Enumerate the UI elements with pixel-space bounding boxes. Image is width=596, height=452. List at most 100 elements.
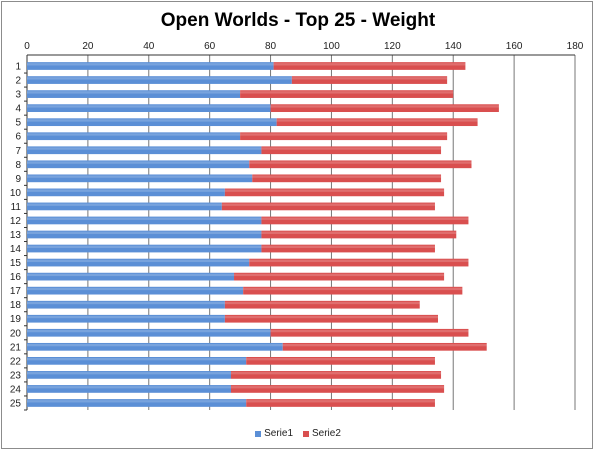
y-tick-label-12: 12: [10, 216, 22, 227]
bar-serie2-6: [240, 132, 448, 141]
bar-sheen-serie1-4: [27, 105, 271, 108]
bar-sheen-serie1-2: [27, 77, 292, 80]
bar-sheen-serie1-11: [27, 203, 222, 206]
y-tick-label-25: 25: [10, 398, 22, 409]
bar-sheen-serie2-15: [249, 259, 469, 263]
bar-serie1-5: [27, 118, 277, 127]
y-tick-label-6: 6: [15, 132, 21, 143]
bar-serie1-18: [27, 300, 225, 309]
bar-serie2-19: [224, 314, 438, 323]
bar-serie2-14: [261, 244, 435, 253]
y-tick-label-20: 20: [10, 328, 22, 339]
bar-serie1-6: [27, 132, 241, 141]
bar-sheen-serie2-18: [224, 301, 420, 305]
bar-serie2-20: [270, 328, 469, 337]
bar-sheen-serie1-9: [27, 175, 253, 178]
bar-serie2-7: [261, 146, 442, 155]
bar-sheen-serie2-4: [270, 105, 499, 108]
bar-serie2-17: [243, 286, 463, 295]
legend-label-serie2: Serie2: [312, 428, 341, 439]
bar-serie1-17: [27, 286, 244, 295]
x-tick-label-0: 0: [24, 41, 30, 52]
chart-legend: Serie1 Serie2: [0, 428, 596, 439]
bar-serie1-16: [27, 272, 235, 281]
bar-sheen-serie2-25: [246, 400, 435, 403]
bar-sheen-serie2-13: [261, 231, 457, 234]
y-tick-label-19: 19: [10, 314, 22, 325]
bar-serie2-12: [261, 216, 469, 225]
x-tick-label-40: 40: [143, 41, 155, 52]
bar-sheen-serie1-15: [27, 259, 250, 263]
bar-serie2-22: [246, 356, 435, 365]
bar-serie1-2: [27, 76, 292, 84]
x-tick-label-120: 120: [384, 41, 401, 52]
bar-sheen-serie1-5: [27, 119, 277, 122]
bar-sheen-serie2-7: [261, 147, 442, 150]
y-tick-label-2: 2: [15, 76, 21, 87]
x-tick-label-20: 20: [82, 41, 94, 52]
bar-sheen-serie1-12: [27, 217, 262, 220]
bar-sheen-serie1-8: [27, 161, 250, 164]
bar-sheen-serie2-1: [273, 63, 466, 66]
bar-sheen-serie1-20: [27, 329, 271, 333]
bar-sheen-serie2-19: [224, 315, 438, 319]
y-tick-label-9: 9: [15, 174, 21, 185]
bar-sheen-serie1-24: [27, 386, 231, 389]
bar-serie2-24: [230, 385, 445, 393]
bar-serie1-12: [27, 216, 262, 225]
bar-sheen-serie1-22: [27, 357, 247, 361]
bar-serie1-19: [27, 314, 225, 323]
bar-sheen-serie2-14: [261, 245, 435, 248]
bar-serie2-8: [249, 160, 472, 169]
bar-sheen-serie2-22: [246, 357, 435, 361]
bar-serie1-10: [27, 188, 225, 197]
x-tick-label-160: 160: [506, 41, 523, 52]
bar-sheen-serie1-7: [27, 147, 262, 150]
legend-label-serie1: Serie1: [264, 428, 293, 439]
bar-sheen-serie2-21: [282, 343, 487, 347]
bar-sheen-serie2-12: [261, 217, 469, 220]
bar-serie2-23: [230, 371, 442, 379]
bar-serie1-20: [27, 328, 271, 337]
bar-sheen-serie1-25: [27, 400, 247, 403]
y-tick-label-15: 15: [10, 258, 22, 269]
bar-sheen-serie1-18: [27, 301, 225, 305]
x-tick-label-60: 60: [204, 41, 216, 52]
bar-sheen-serie2-9: [252, 175, 442, 178]
y-tick-label-3: 3: [15, 90, 21, 101]
bar-serie2-4: [270, 104, 499, 113]
bar-serie2-2: [291, 76, 448, 84]
y-tick-label-23: 23: [10, 370, 22, 381]
bar-serie1-22: [27, 356, 247, 365]
y-tick-label-24: 24: [10, 384, 22, 395]
bar-sheen-serie2-17: [243, 287, 463, 291]
bar-serie1-4: [27, 104, 271, 113]
bar-sheen-serie2-8: [249, 161, 472, 164]
legend-swatch-serie1: [255, 430, 262, 437]
legend-item-serie2: Serie2: [303, 428, 341, 439]
bar-serie1-14: [27, 244, 262, 253]
bar-sheen-serie2-20: [270, 329, 469, 333]
bar-sheen-serie2-6: [240, 133, 448, 136]
bar-serie2-13: [261, 230, 457, 239]
y-tick-label-13: 13: [10, 230, 22, 241]
y-tick-label-7: 7: [15, 146, 21, 157]
y-tick-label-11: 11: [11, 202, 22, 213]
y-tick-label-10: 10: [10, 188, 22, 199]
y-tick-label-4: 4: [15, 104, 21, 115]
bar-sheen-serie1-17: [27, 287, 244, 291]
bar-serie2-9: [252, 174, 442, 183]
bar-serie2-15: [249, 258, 469, 267]
bar-sheen-serie1-21: [27, 343, 283, 347]
bar-sheen-serie2-3: [240, 91, 454, 94]
x-tick-label-100: 100: [323, 41, 340, 52]
bar-serie1-21: [27, 342, 283, 351]
y-tick-label-8: 8: [15, 160, 21, 171]
bar-sheen-serie1-16: [27, 273, 235, 277]
bar-serie1-15: [27, 258, 250, 267]
bar-sheen-serie1-3: [27, 91, 241, 94]
bar-serie2-10: [224, 188, 445, 197]
y-tick-label-5: 5: [15, 118, 21, 129]
bar-serie1-24: [27, 385, 231, 393]
